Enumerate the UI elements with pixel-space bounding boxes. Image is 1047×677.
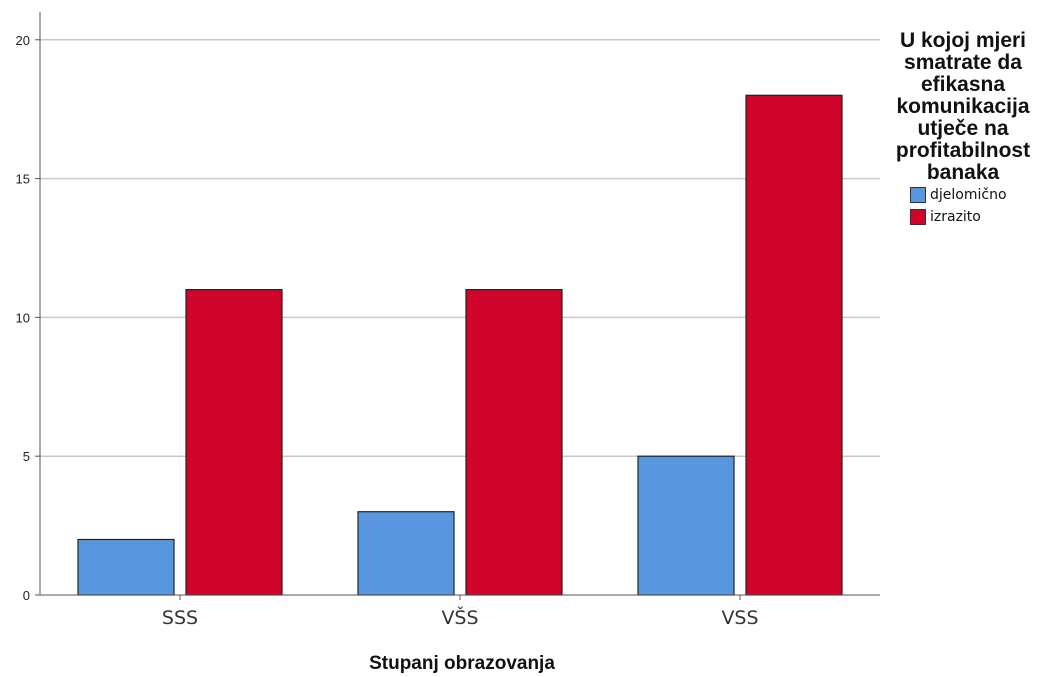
legend: U kojoj mjeri smatrate da efikasna komun… [880,30,1046,228]
x-tick-label: VŠS [441,605,478,629]
legend-swatch [910,187,926,203]
legend-label: djelomično [930,187,1007,203]
x-axis-label: Stupanj obrazovanja [369,653,555,674]
bar-SSS-djelomično [77,538,175,596]
bar-VSS-izrazito [745,94,843,596]
y-tick-label: 15 [16,172,30,187]
legend-label: izrazito [930,209,981,225]
y-tick-label: 5 [23,449,30,464]
y-axis-ticks: 0 5 10 15 20 [16,33,40,603]
gridlines [40,39,880,457]
x-tick-label: VSS [721,607,758,629]
legend-title: U kojoj mjeri smatrate da efikasna komun… [895,29,1031,184]
y-tick-label: 10 [16,310,30,325]
x-axis-categories: SSS VŠS VSS [162,595,759,629]
bar-VŠS-djelomično [357,511,455,596]
y-tick-label: 20 [16,33,30,48]
bar-VŠS-izrazito [465,289,563,596]
x-tick-label: SSS [162,607,198,629]
y-tick-label: 0 [23,588,30,603]
bar-SSS-izrazito [185,289,283,596]
legend-item-djelomicno: djelomično [910,184,1046,206]
bar-VSS-djelomično [637,455,735,596]
legend-item-izrazito: izrazito [910,206,1046,228]
bars [77,94,843,596]
legend-swatch [910,209,926,225]
